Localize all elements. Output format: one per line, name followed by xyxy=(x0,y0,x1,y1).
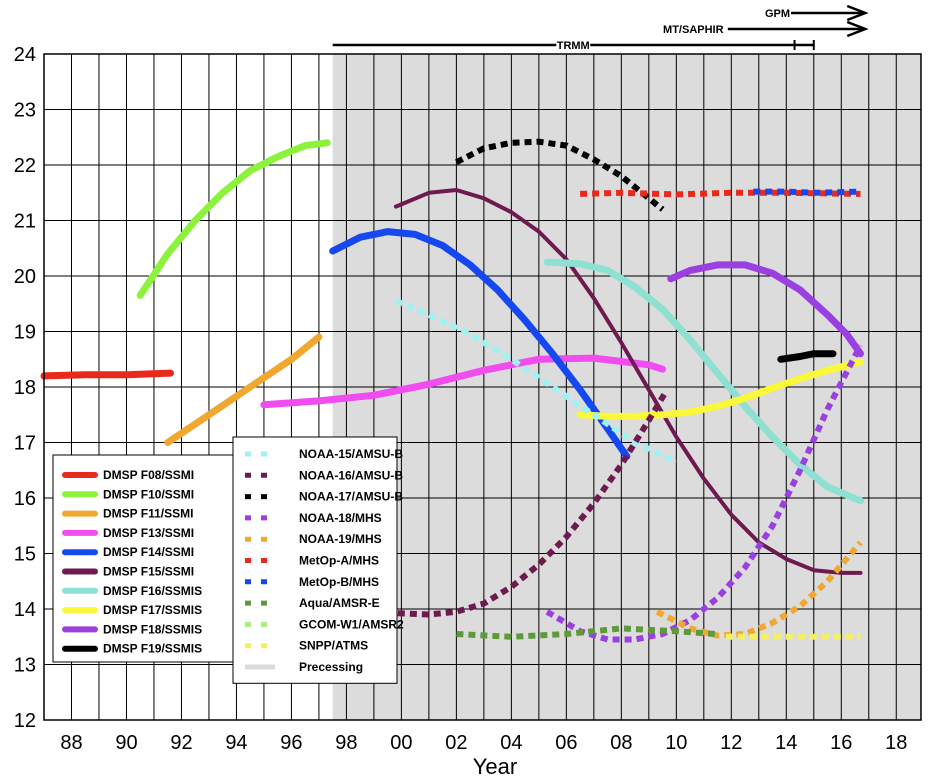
legend-left-box xyxy=(52,454,234,663)
x-tick-label: 04 xyxy=(500,732,522,754)
legend-label: DMSP F19/SSMIS xyxy=(103,642,202,656)
x-axis-label: Year xyxy=(473,754,517,779)
series-line xyxy=(580,189,861,198)
x-tick-label: 08 xyxy=(610,732,632,754)
y-tick-label: 20 xyxy=(14,266,36,288)
legend-label: NOAA-18/MHS xyxy=(299,511,382,525)
legend-label: NOAA-15/AMSU-B xyxy=(299,447,403,461)
series-line xyxy=(164,333,323,446)
x-tick-label: 14 xyxy=(775,732,797,754)
legend-label: DMSP F13/SSMI xyxy=(103,526,194,540)
legend-left: DMSP F08/SSMI DMSP F10/SSMI DMSP F11/SSMI D… xyxy=(52,454,234,663)
x-tick-label: 18 xyxy=(885,732,907,754)
x-tick-label: 92 xyxy=(170,732,192,754)
y-tick-label: 12 xyxy=(14,710,36,732)
mission-label: TRMM xyxy=(557,40,590,52)
x-tick-label: 94 xyxy=(225,732,247,754)
mission-arrowhead xyxy=(846,20,869,38)
x-tick-label: 90 xyxy=(115,732,137,754)
series-line xyxy=(543,258,864,505)
series-line xyxy=(576,358,864,420)
mission-label: MT/SAPHIR xyxy=(663,24,724,36)
y-tick-label: 22 xyxy=(14,155,36,177)
x-tick-label: 12 xyxy=(720,732,742,754)
y-tick-label: 14 xyxy=(14,599,36,621)
x-tick-label: 88 xyxy=(60,732,82,754)
y-tick-label: 18 xyxy=(14,377,36,399)
series-line xyxy=(393,188,863,575)
series-line xyxy=(777,350,837,363)
x-tick-label: 00 xyxy=(390,732,412,754)
y-tick-label: 23 xyxy=(14,100,36,122)
mission-arrowhead xyxy=(846,4,869,22)
legend-label: DMSP F15/SSMI xyxy=(103,565,194,579)
legend-label: SNPP/ATMS xyxy=(299,639,368,653)
legend-label: NOAA-16/AMSU-B xyxy=(299,468,403,482)
tick-labels: 12 13 14 15 16 17 18 19 20 21 22 23 24 88 90 92 94 96 98 00… xyxy=(14,44,908,754)
x-tick-label: 10 xyxy=(665,732,687,754)
y-tick-label: 21 xyxy=(14,211,36,233)
axes xyxy=(43,53,922,721)
series-line xyxy=(260,354,667,409)
series-line xyxy=(394,298,678,465)
series-lines xyxy=(40,138,864,643)
mission-timelines: GPM MT/SAPHIR TRMM xyxy=(332,4,869,52)
mission-label: GPM xyxy=(765,8,790,20)
legend-label: DMSP F11/SSMI xyxy=(103,507,193,521)
mission-label-bg xyxy=(556,38,591,51)
series-line xyxy=(753,188,861,196)
x-tick-label: 96 xyxy=(280,732,302,754)
y-tick-label: 24 xyxy=(14,44,36,66)
y-tick-label: 16 xyxy=(14,488,36,510)
series-line xyxy=(40,369,174,380)
x-tick-label: 06 xyxy=(555,732,577,754)
legend-label: DMSP F08/SSMI xyxy=(103,468,194,482)
series-line xyxy=(456,625,716,640)
series-line xyxy=(455,138,665,212)
legend-label: DMSP F14/SSMI xyxy=(103,545,194,559)
series-line xyxy=(667,261,864,358)
legend-label: Precessing xyxy=(299,660,363,674)
legend-label: DMSP F18/SSMIS xyxy=(103,622,202,636)
legend-right: NOAA-15/AMSU-B NOAA-16/AMSU-B NOAA-17/AMSU… xyxy=(232,436,404,684)
legend-label: MetOp-A/MHS xyxy=(299,554,379,568)
series-line xyxy=(655,540,863,639)
legend-label: DMSP F16/SSMIS xyxy=(103,584,202,598)
plot-frame xyxy=(43,53,922,721)
y-tick-label: 15 xyxy=(14,544,36,566)
y-tick-label: 19 xyxy=(14,322,36,344)
mission-label-bg xyxy=(658,22,728,35)
y-tick-label: 13 xyxy=(14,655,36,677)
series-line xyxy=(329,228,631,460)
mission-label-bg xyxy=(764,6,792,19)
legend-label: DMSP F17/SSMIS xyxy=(103,603,202,617)
series-line xyxy=(373,391,668,618)
x-tick-label: 02 xyxy=(445,732,467,754)
legend-label: MetOp-B/MHS xyxy=(299,575,379,589)
y-tick-label: 17 xyxy=(14,433,36,455)
series-line xyxy=(545,344,864,643)
x-tick-label: 16 xyxy=(830,732,852,754)
legend-label: NOAA-19/MHS xyxy=(299,532,382,546)
legend-label: GCOM-W1/AMSR2 xyxy=(299,617,404,631)
series-line xyxy=(136,139,331,299)
x-tick-label: 98 xyxy=(335,732,357,754)
legend-label: DMSP F10/SSMI xyxy=(103,487,194,501)
legend-right-box xyxy=(232,436,398,684)
legend-label: Aqua/AMSR-E xyxy=(299,596,380,610)
legend-label: NOAA-17/AMSU-B xyxy=(299,490,403,504)
